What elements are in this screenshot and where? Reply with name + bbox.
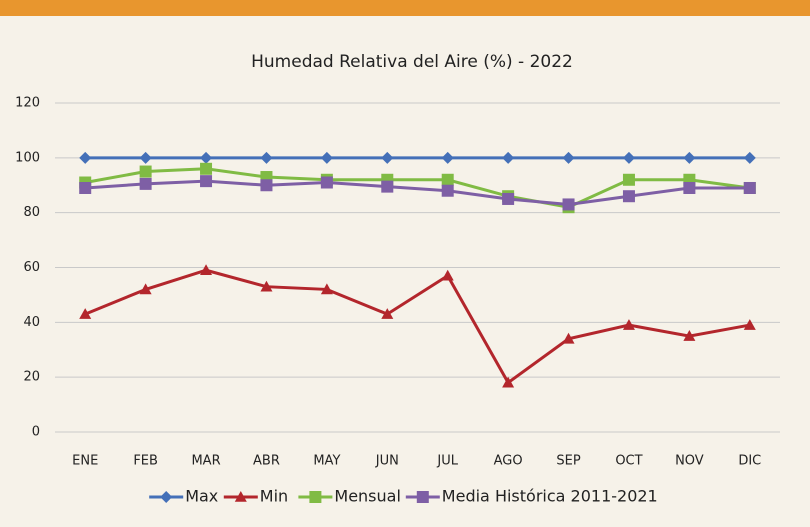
marker bbox=[200, 175, 213, 188]
legend-marker bbox=[309, 491, 322, 503]
marker bbox=[622, 319, 635, 330]
marker bbox=[139, 283, 152, 295]
y-tick-label: 60 bbox=[23, 260, 40, 275]
marker bbox=[502, 192, 515, 205]
marker bbox=[381, 308, 394, 319]
marker bbox=[320, 151, 333, 164]
marker bbox=[260, 151, 273, 164]
marker bbox=[200, 162, 213, 175]
marker bbox=[683, 181, 696, 194]
marker bbox=[139, 177, 152, 190]
legend-label: Min bbox=[260, 487, 288, 506]
legend-label: Media Histórica 2011-2021 bbox=[442, 487, 658, 506]
legend-label: Mensual bbox=[334, 487, 401, 506]
y-tick-label: 0 bbox=[32, 425, 40, 440]
marker bbox=[381, 151, 394, 164]
marker bbox=[562, 332, 575, 344]
x-tick-label: JUN bbox=[375, 454, 399, 469]
marker bbox=[200, 151, 213, 164]
series-line bbox=[84, 268, 751, 385]
legend-marker bbox=[160, 491, 173, 503]
marker bbox=[79, 151, 92, 164]
legend-label: Max bbox=[185, 487, 218, 506]
y-tick-label: 100 bbox=[15, 150, 40, 165]
x-tick-label: AGO bbox=[494, 454, 523, 469]
x-tick-label: MAY bbox=[313, 454, 340, 469]
x-tick-label: ENE bbox=[72, 454, 98, 469]
x-tick-label: JUL bbox=[436, 454, 458, 469]
legend-marker bbox=[234, 491, 247, 502]
x-tick-label: FEB bbox=[133, 454, 158, 469]
marker bbox=[502, 376, 515, 388]
marker bbox=[139, 151, 152, 164]
marker bbox=[683, 330, 696, 341]
header-bar bbox=[0, 0, 810, 16]
marker bbox=[200, 264, 213, 276]
x-tick-label: DIC bbox=[738, 454, 761, 469]
x-tick-label: OCT bbox=[615, 454, 642, 469]
y-tick-label: 120 bbox=[15, 96, 40, 111]
marker bbox=[743, 181, 756, 194]
marker bbox=[260, 179, 273, 192]
x-tick-label: NOV bbox=[675, 454, 704, 469]
y-tick-label: 40 bbox=[23, 315, 40, 330]
series-line bbox=[85, 179, 750, 206]
y-tick-label: 80 bbox=[23, 205, 40, 220]
marker bbox=[743, 319, 756, 330]
marker bbox=[622, 190, 635, 203]
x-tick-label: MAR bbox=[191, 454, 220, 469]
x-tick-label: ABR bbox=[253, 454, 280, 469]
chart-title: Humedad Relativa del Aire (%) - 2022 bbox=[251, 52, 573, 72]
marker bbox=[502, 151, 515, 164]
marker bbox=[683, 151, 696, 164]
marker bbox=[79, 181, 92, 194]
marker bbox=[441, 151, 454, 164]
marker bbox=[743, 151, 756, 164]
marker bbox=[622, 173, 635, 186]
marker bbox=[320, 176, 333, 189]
y-tick-label: 20 bbox=[23, 370, 40, 385]
marker bbox=[562, 151, 575, 164]
marker bbox=[441, 173, 454, 186]
marker bbox=[441, 184, 454, 197]
marker bbox=[260, 280, 273, 292]
marker bbox=[381, 180, 394, 193]
marker bbox=[139, 165, 152, 178]
legend-marker bbox=[416, 491, 429, 503]
marker bbox=[562, 198, 575, 211]
marker bbox=[79, 308, 92, 319]
marker bbox=[320, 283, 333, 295]
marker bbox=[441, 269, 454, 281]
x-tick-label: SEP bbox=[556, 454, 580, 469]
marker bbox=[622, 151, 635, 164]
series-line bbox=[84, 167, 750, 209]
